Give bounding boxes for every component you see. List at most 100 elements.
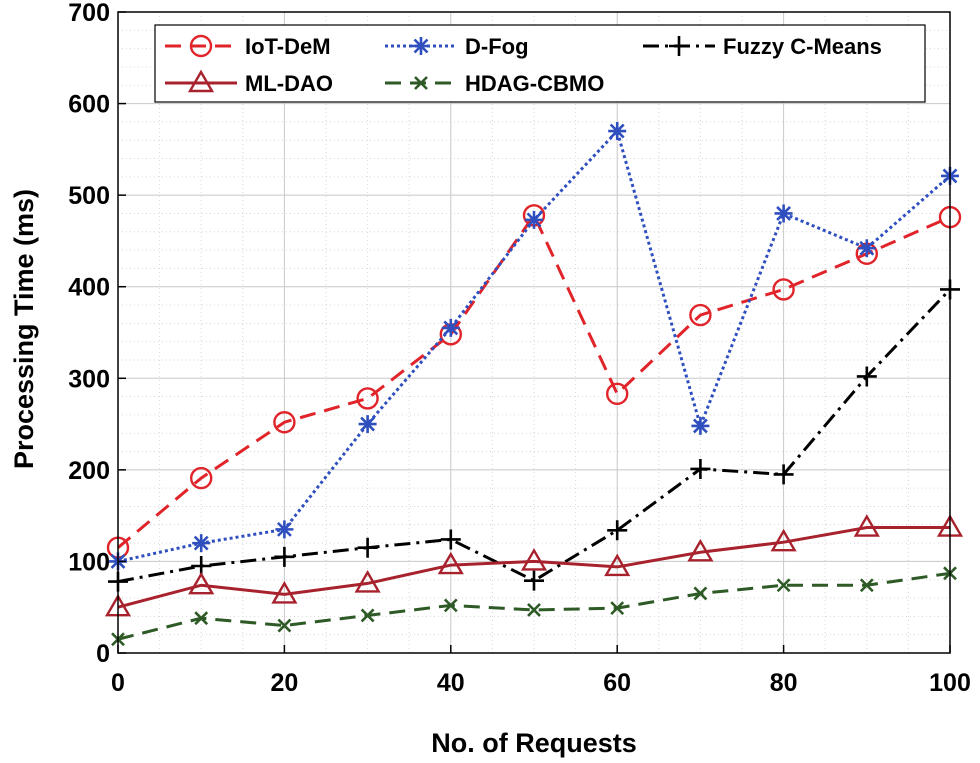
data-point [271, 580, 298, 604]
marker-triangle [354, 570, 381, 593]
marker-plus [690, 458, 711, 479]
marker-triangle [604, 553, 631, 577]
data-point [689, 303, 712, 327]
marker-plus [357, 537, 378, 558]
y-tick-label: 0 [96, 640, 110, 668]
marker-asterisk [358, 415, 377, 434]
data-point [857, 239, 876, 258]
marker-x [610, 601, 625, 616]
data-point [770, 528, 797, 552]
data-point [189, 466, 213, 490]
marker-x [360, 608, 375, 623]
legend-box [154, 24, 926, 103]
marker-circle [772, 278, 795, 301]
legend-entry: IoT-DeM [165, 34, 331, 59]
marker-triangle [188, 571, 215, 595]
x-tick-label: 20 [270, 669, 298, 697]
data-point [776, 578, 791, 593]
marker-asterisk [608, 122, 627, 141]
series-line [117, 526, 950, 609]
legend-label: Fuzzy C-Means [723, 34, 882, 59]
data-point [524, 570, 544, 591]
data-point [607, 520, 628, 541]
marker-circle [189, 34, 213, 58]
legend-marker [189, 34, 213, 58]
data-point [360, 608, 375, 623]
marker-plus [274, 546, 295, 567]
y-tick-label: 200 [68, 457, 110, 485]
legend-entry: ML-DAO [165, 69, 333, 96]
marker-plus [856, 366, 877, 387]
y-tick-label: 600 [68, 91, 110, 119]
data-point [441, 318, 460, 337]
data-point [443, 598, 458, 613]
data-point [693, 586, 708, 601]
marker-circle [689, 303, 712, 327]
marker-asterisk [275, 520, 294, 539]
marker-x [527, 603, 541, 617]
marker-triangle [687, 538, 714, 562]
marker-asterisk [192, 534, 211, 553]
data-point [520, 548, 548, 571]
x-tick-label: 60 [603, 669, 631, 697]
data-point [273, 411, 296, 434]
marker-plus [524, 570, 544, 591]
legend-label: ML-DAO [245, 71, 333, 96]
data-point [525, 210, 543, 229]
data-point [606, 382, 629, 406]
axes: 0 20 40 60 80 100 0 100 200 300 400 500 600 700 [68, 0, 971, 697]
legend-entry: D-Fog [385, 34, 529, 59]
data-point [774, 204, 793, 223]
legend-label: HDAG-CBMO [465, 71, 604, 96]
data-point [856, 366, 877, 387]
data-point [437, 551, 464, 575]
y-tick-label: 500 [68, 182, 110, 210]
marker-plus [773, 464, 794, 485]
marker-asterisk [525, 210, 543, 229]
marker-plus [440, 529, 461, 550]
marker-asterisk [441, 318, 460, 337]
marker-x [443, 598, 458, 613]
series-line [117, 212, 951, 549]
data-point [356, 387, 379, 410]
marker-asterisk [857, 239, 876, 258]
legend-label: D-Fog [465, 34, 529, 59]
data-point [440, 529, 461, 550]
legend-entry: Fuzzy C-Means [643, 34, 882, 59]
data-point [608, 122, 627, 141]
x-tick-label: 0 [111, 669, 125, 697]
data-point [358, 415, 377, 434]
data-point [277, 618, 292, 633]
data-point [859, 578, 874, 593]
data-point [687, 538, 714, 562]
data-point [274, 546, 295, 567]
data-point [275, 520, 294, 539]
y-tick-label: 300 [68, 365, 110, 393]
data-point [772, 278, 795, 301]
data-point [610, 601, 625, 616]
data-point [604, 553, 631, 577]
marker-triangle [853, 514, 880, 537]
marker-circle [356, 387, 379, 410]
legend: IoT-DeM D-Fog Fuzzy C-Means ML-DAO HDAG-CBMO [154, 24, 926, 103]
legend-marker [187, 69, 215, 93]
series-d-fog [109, 122, 959, 571]
data-point [188, 571, 215, 595]
data-point [194, 611, 209, 626]
data-point [853, 514, 880, 537]
x-axis-title: No. of Requests [431, 728, 637, 758]
x-tick-label: 100 [929, 669, 971, 697]
legend-marker [412, 37, 430, 55]
data-point [773, 464, 794, 485]
plot-area-frame [117, 11, 951, 654]
marker-circle [273, 411, 296, 434]
series-hdag-cbmo [111, 566, 957, 647]
marker-x [194, 611, 209, 626]
data-point [691, 416, 710, 435]
marker-x [859, 578, 874, 593]
marker-triangle [187, 69, 215, 93]
series-iot-dem [106, 204, 962, 559]
y-tick-label: 400 [68, 274, 110, 302]
y-tick-label: 700 [68, 0, 110, 27]
